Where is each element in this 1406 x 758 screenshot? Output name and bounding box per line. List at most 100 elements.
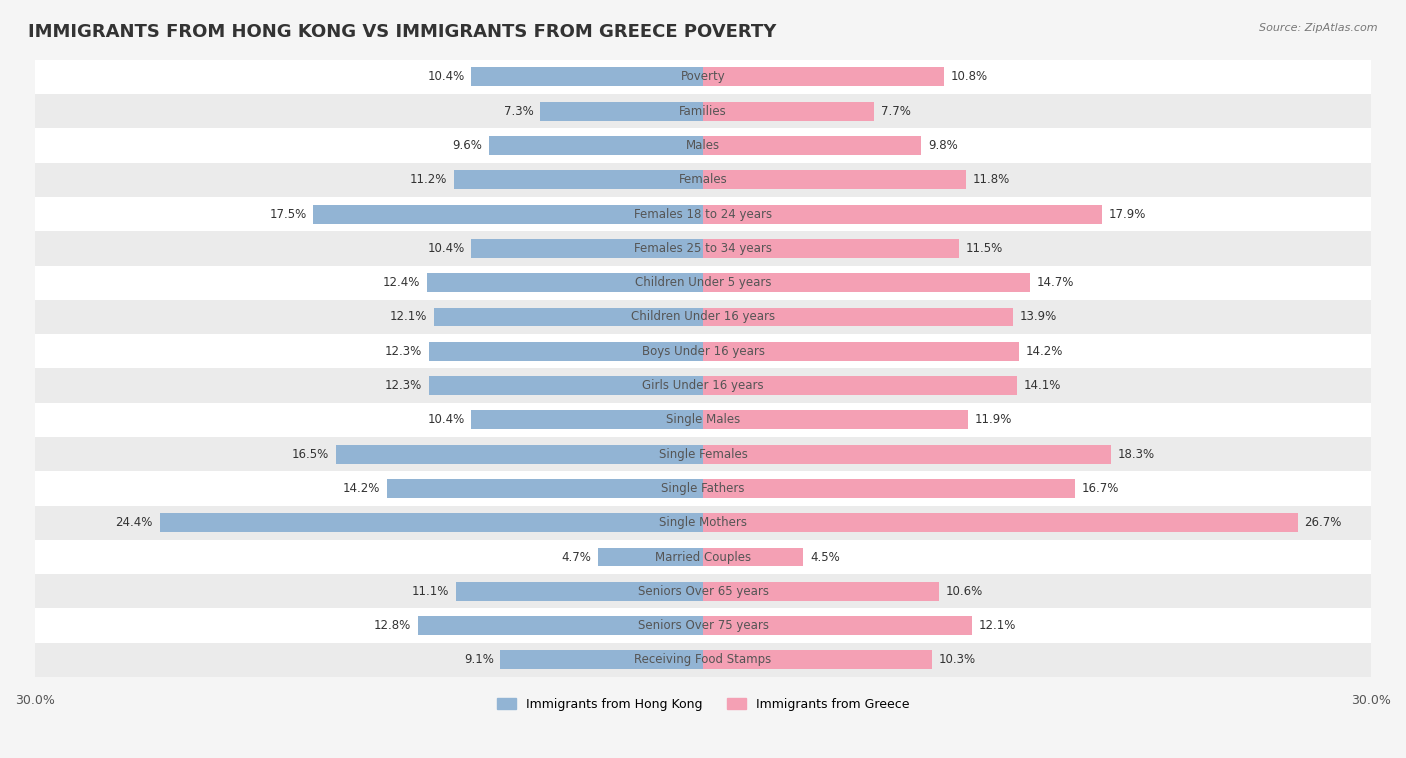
Bar	[471, 67, 703, 86]
Text: Children Under 5 years: Children Under 5 years	[634, 276, 772, 289]
Bar	[703, 582, 939, 601]
Text: Receiving Food Stamps: Receiving Food Stamps	[634, 653, 772, 666]
Text: Single Females: Single Females	[658, 448, 748, 461]
Text: Single Fathers: Single Fathers	[661, 482, 745, 495]
Text: 12.1%: 12.1%	[389, 311, 427, 324]
Bar	[703, 67, 943, 86]
Bar	[703, 479, 1076, 498]
Text: 10.4%: 10.4%	[427, 413, 465, 426]
Text: Females 18 to 24 years: Females 18 to 24 years	[634, 208, 772, 221]
Bar	[703, 205, 1102, 224]
Bar	[427, 273, 703, 292]
Bar	[703, 445, 1111, 464]
Text: 7.3%: 7.3%	[503, 105, 534, 117]
Bar	[35, 163, 1371, 197]
Text: 11.9%: 11.9%	[974, 413, 1012, 426]
Text: 17.5%: 17.5%	[270, 208, 307, 221]
Text: 14.1%: 14.1%	[1024, 379, 1062, 392]
Text: 7.7%: 7.7%	[882, 105, 911, 117]
Text: Single Mothers: Single Mothers	[659, 516, 747, 529]
Bar	[703, 547, 803, 566]
Bar	[703, 136, 921, 155]
Text: Source: ZipAtlas.com: Source: ZipAtlas.com	[1260, 23, 1378, 33]
Bar	[599, 547, 703, 566]
Bar	[35, 471, 1371, 506]
Bar	[703, 650, 932, 669]
Text: 26.7%: 26.7%	[1305, 516, 1341, 529]
Bar	[35, 197, 1371, 231]
Bar	[703, 308, 1012, 327]
Bar	[35, 506, 1371, 540]
Bar	[160, 513, 703, 532]
Text: 9.1%: 9.1%	[464, 653, 494, 666]
Text: 16.5%: 16.5%	[291, 448, 329, 461]
Bar	[703, 171, 966, 190]
Bar	[501, 650, 703, 669]
Text: 12.4%: 12.4%	[382, 276, 420, 289]
Text: 14.7%: 14.7%	[1038, 276, 1074, 289]
Text: 17.9%: 17.9%	[1108, 208, 1146, 221]
Bar	[471, 239, 703, 258]
Bar	[35, 574, 1371, 609]
Text: 4.7%: 4.7%	[562, 550, 592, 563]
Bar	[703, 342, 1019, 361]
Text: Boys Under 16 years: Boys Under 16 years	[641, 345, 765, 358]
Bar	[35, 94, 1371, 128]
Bar	[35, 402, 1371, 437]
Text: 4.5%: 4.5%	[810, 550, 839, 563]
Text: 11.8%: 11.8%	[973, 174, 1010, 186]
Bar	[314, 205, 703, 224]
Text: Seniors Over 65 years: Seniors Over 65 years	[637, 585, 769, 598]
Bar	[489, 136, 703, 155]
Bar	[456, 582, 703, 601]
Text: 10.6%: 10.6%	[946, 585, 983, 598]
Bar	[35, 231, 1371, 265]
Text: 24.4%: 24.4%	[115, 516, 153, 529]
Text: 13.9%: 13.9%	[1019, 311, 1056, 324]
Text: 11.2%: 11.2%	[409, 174, 447, 186]
Text: Males: Males	[686, 139, 720, 152]
Text: 12.8%: 12.8%	[374, 619, 412, 632]
Bar	[35, 540, 1371, 574]
Bar	[35, 609, 1371, 643]
Bar	[387, 479, 703, 498]
Bar	[35, 368, 1371, 402]
Bar	[35, 128, 1371, 163]
Text: 14.2%: 14.2%	[343, 482, 380, 495]
Text: 12.1%: 12.1%	[979, 619, 1017, 632]
Bar	[418, 616, 703, 635]
Bar	[703, 410, 967, 429]
Text: 9.8%: 9.8%	[928, 139, 957, 152]
Bar	[454, 171, 703, 190]
Bar	[540, 102, 703, 121]
Text: Poverty: Poverty	[681, 70, 725, 83]
Text: Seniors Over 75 years: Seniors Over 75 years	[637, 619, 769, 632]
Text: 10.4%: 10.4%	[427, 242, 465, 255]
Bar	[471, 410, 703, 429]
Bar	[336, 445, 703, 464]
Bar	[35, 643, 1371, 677]
Bar	[35, 60, 1371, 94]
Bar	[35, 334, 1371, 368]
Bar	[703, 376, 1017, 395]
Text: Families: Families	[679, 105, 727, 117]
Bar	[35, 300, 1371, 334]
Text: 10.3%: 10.3%	[939, 653, 976, 666]
Legend: Immigrants from Hong Kong, Immigrants from Greece: Immigrants from Hong Kong, Immigrants fr…	[492, 693, 914, 716]
Text: Married Couples: Married Couples	[655, 550, 751, 563]
Bar	[433, 308, 703, 327]
Text: 11.1%: 11.1%	[412, 585, 449, 598]
Text: 12.3%: 12.3%	[385, 379, 422, 392]
Bar	[703, 273, 1031, 292]
Bar	[35, 437, 1371, 471]
Bar	[703, 239, 959, 258]
Text: 12.3%: 12.3%	[385, 345, 422, 358]
Text: Females 25 to 34 years: Females 25 to 34 years	[634, 242, 772, 255]
Text: 9.6%: 9.6%	[453, 139, 482, 152]
Text: 18.3%: 18.3%	[1118, 448, 1154, 461]
Bar	[429, 376, 703, 395]
Text: Children Under 16 years: Children Under 16 years	[631, 311, 775, 324]
Text: Girls Under 16 years: Girls Under 16 years	[643, 379, 763, 392]
Bar	[703, 616, 973, 635]
Text: 16.7%: 16.7%	[1081, 482, 1119, 495]
